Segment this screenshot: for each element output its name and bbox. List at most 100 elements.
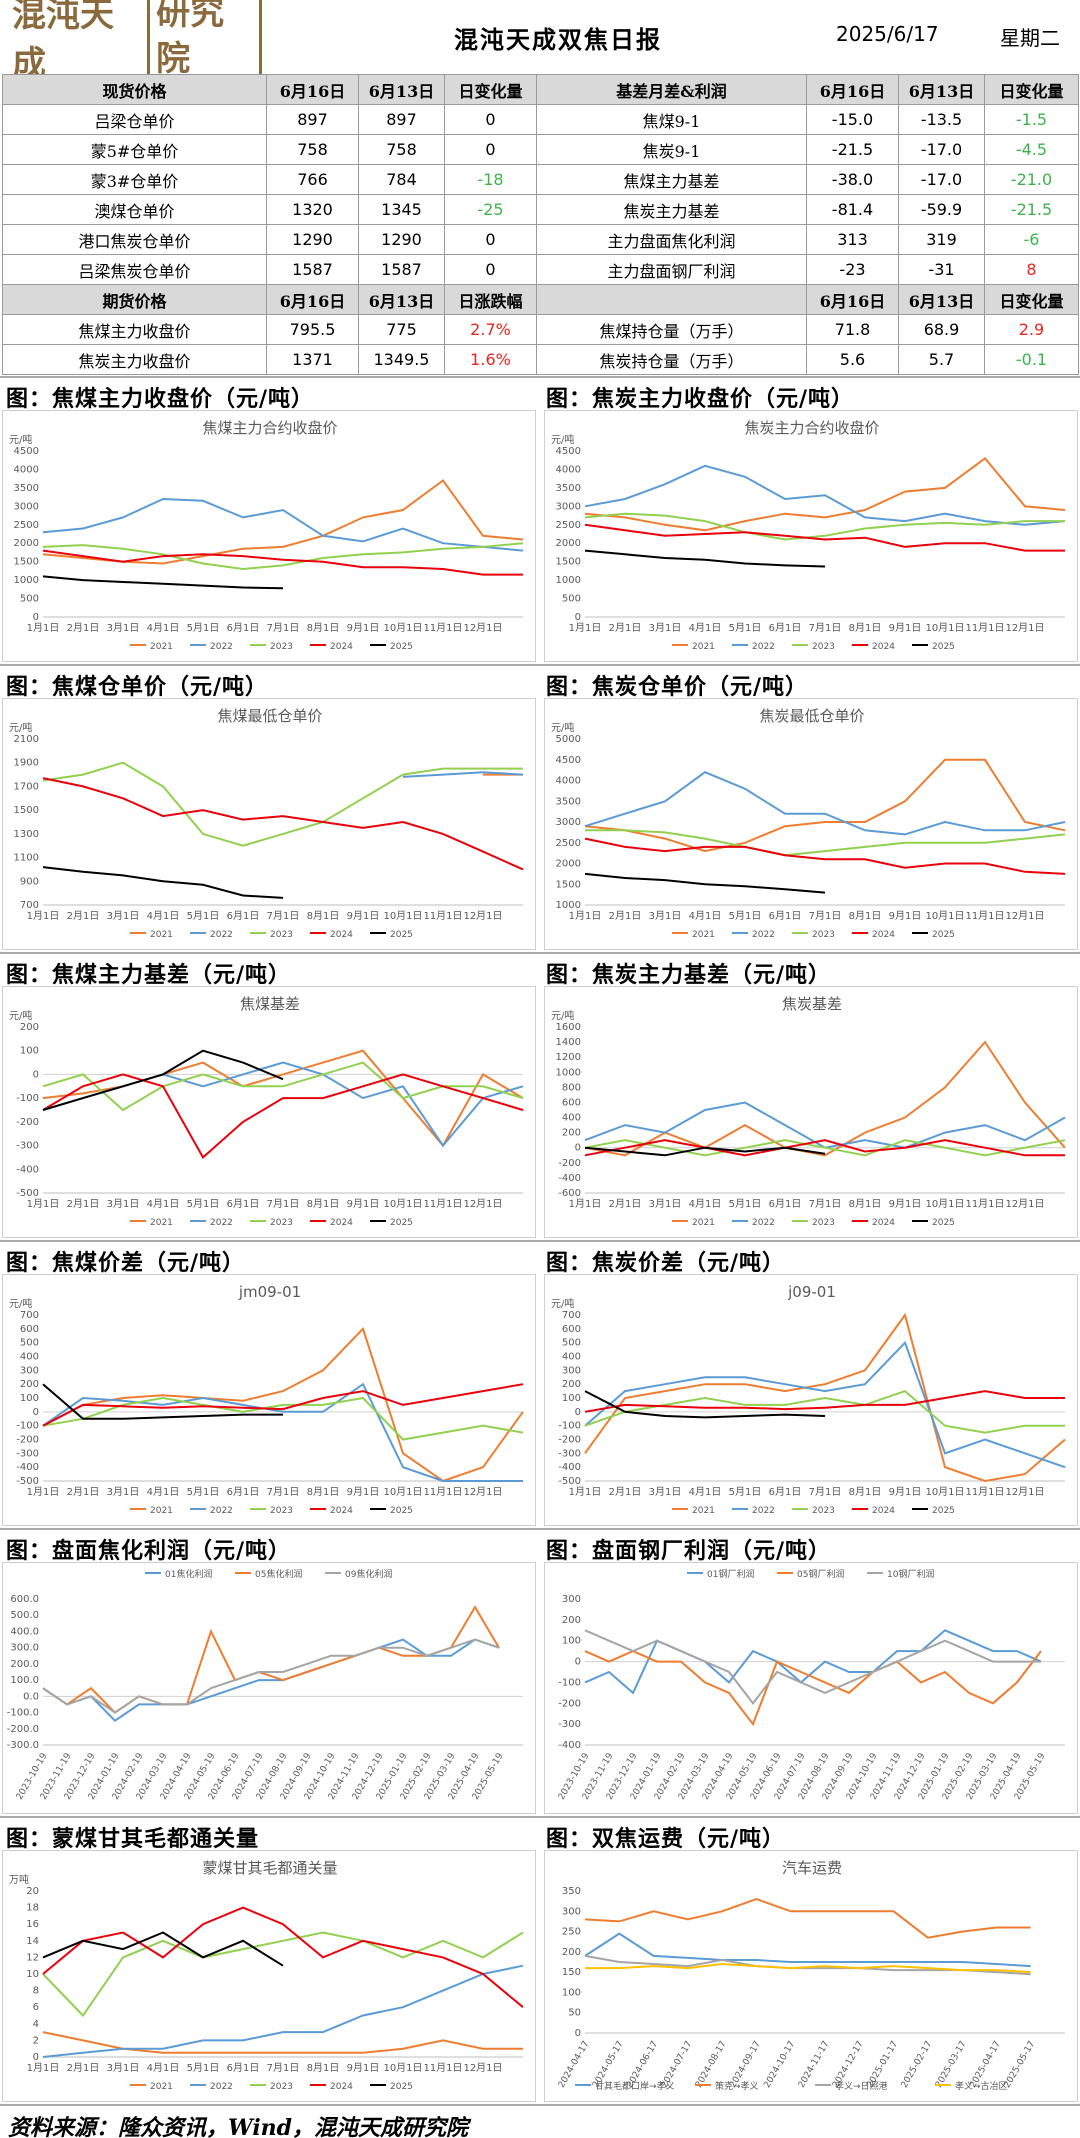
series-line-2022 [584,464,1066,526]
series-line-策克→孝义 [584,1898,1031,1939]
y-tick-label: 100.0 [10,1675,39,1686]
legend-label: 2025 [390,1506,413,1516]
row-value: 0 [444,224,537,255]
y-axis-label: 元/吨 [551,1297,574,1310]
y-tick-label: 500 [20,1338,39,1349]
y-tick-label: 200.0 [10,1659,39,1670]
series-line-2025 [42,1049,284,1111]
x-tick-label: 10月1日 [383,1486,422,1498]
chart-panel: -300.0 -200.0 -100.0 0.0 100.0 200.0 300.0 400.… [2,1562,536,1814]
series-line-2021 [584,457,1066,532]
legend-label: 甘其毛都口岸→孝义 [595,2080,675,2092]
x-tick-label: 9月1日 [889,1198,922,1210]
x-tick-label: 1月1日 [27,622,60,634]
series-line-2023 [42,761,523,847]
x-tick-label: 8月1日 [307,622,340,634]
legend-label: 01焦化利润 [165,1568,212,1580]
row-label: 焦炭主力收盘价 [2,344,267,375]
y-tick-label: -300 [558,1719,581,1730]
legend-label: 2021 [692,642,715,652]
y-tick-label: 14 [26,1936,39,1947]
row-label: 焦煤9-1 [536,104,807,135]
row-label: 蒙5#仓单价 [2,134,267,165]
row-value: -4.5 [984,134,1079,165]
y-tick-label: 3000 [556,817,581,828]
row-value: 775 [358,314,445,345]
x-tick-label: 8月1日 [307,1486,340,1498]
series-line-2024 [584,837,1066,875]
y-tick-label: 100 [562,1393,581,1404]
x-tick-label: 3月1日 [649,622,682,634]
x-tick-label: 4月1日 [147,910,180,922]
chart-svg: jm09-01 元/吨 -500 -400 -300 -200 -100 0 100 200 300… [9,1283,524,1516]
x-tick-label: 5月1日 [187,1198,220,1210]
logo-text: 混沌天成 [12,0,114,84]
x-tick-label: 12月1日 [1005,622,1044,634]
legend-label: 2023 [270,642,293,652]
y-tick-label: 200 [562,1615,581,1626]
y-tick-label: 2500 [556,838,581,849]
legend-label: 2023 [270,2082,293,2092]
legend-label: 2023 [270,930,293,940]
x-tick-label: 9月1日 [889,622,922,634]
chart-panel: j09-01 元/吨 -500 -400 -300 -200 -100 0 100 200 300 4… [544,1274,1078,1526]
y-tick-label: 4000 [14,464,39,475]
x-tick-label: 5月1日 [187,622,220,634]
section-title-left: 图：焦煤仓单价（元/吨） [6,674,269,700]
x-tick-label: 5月1日 [187,910,220,922]
y-tick-label: 400.0 [10,1626,39,1637]
y-axis-label: 元/吨 [9,1297,32,1310]
series-line-2022 [42,497,524,552]
x-tick-label: 8月1日 [307,910,340,922]
chart-svg: j09-01 元/吨 -500 -400 -300 -200 -100 0 100 200 300 4… [551,1283,1066,1516]
x-tick-label: 10月1日 [383,622,422,634]
x-tick-label: 7月1日 [267,1198,300,1210]
y-tick-label: 3000 [14,501,39,512]
row-value: 1587 [266,254,359,285]
y-tick-label: -400 [558,1462,581,1473]
chart-panel: 汽车运费 0 50 100 150 200 250 300 350 2024-04-17 2024-… [544,1850,1078,2102]
y-tick-label: 1700 [14,781,39,792]
legend-label: 孝义→日照港 [835,2080,888,2092]
report-date: 2025/6/17 [836,22,939,46]
x-tick-label: 1月1日 [27,1486,60,1498]
series-line-2023 [42,1396,524,1441]
legend-label: 2025 [932,1506,955,1516]
x-tick-label: 6月1日 [769,910,802,922]
y-tick-label: 700 [562,1310,581,1321]
x-tick-label: 2024-04-17 [557,2040,592,2090]
row-label: 焦煤持仓量（万手） [536,314,807,345]
y-tick-label: 800 [562,1082,581,1093]
y-tick-label: 1500 [556,557,581,568]
x-tick-label: 10月1日 [925,1198,964,1210]
row-label: 吕梁仓单价 [2,104,267,135]
x-tick-label: 7月1日 [809,910,842,922]
x-tick-label: 7月1日 [809,1198,842,1210]
y-tick-label: 3000 [556,501,581,512]
y-tick-label: 1100 [14,853,39,864]
section-title-right: 图：焦炭价差（元/吨） [546,1250,786,1276]
y-tick-label: 700 [20,1310,39,1321]
row-value: -81.4 [806,194,899,225]
x-tick-label: 12月1日 [463,910,502,922]
y-axis-label: 元/吨 [9,1009,32,1022]
legend-label: 2021 [692,1506,715,1516]
y-tick-label: 0 [575,1407,581,1418]
y-tick-label: 1200 [556,1052,581,1063]
y-tick-label: 1000 [14,575,39,586]
x-tick-label: 9月1日 [889,1486,922,1498]
y-tick-label: 2500 [14,520,39,531]
y-tick-label: -400 [16,1164,39,1175]
y-tick-label: 1500 [14,557,39,568]
series-line-孝义→古冶区 [585,1962,1031,1974]
series-line-2025 [42,1383,283,1420]
series-line-2024 [584,523,1065,552]
y-tick-label: 18 [26,1903,39,1914]
y-tick-label: 4000 [556,776,581,787]
series-line-2024 [584,1139,1065,1157]
series-line-2023 [584,1389,1065,1434]
table-row: 吕梁仓单价 897 897 0 焦煤9-1 -15.0 -13.5 -1.5 [2,104,1079,135]
table-row: 澳煤仓单价 1320 1345 -25 焦炭主力基差 -81.4 -59.9 -21.5 [2,194,1079,225]
series-line-2021 [42,479,524,565]
row-value: -13.5 [898,104,985,135]
